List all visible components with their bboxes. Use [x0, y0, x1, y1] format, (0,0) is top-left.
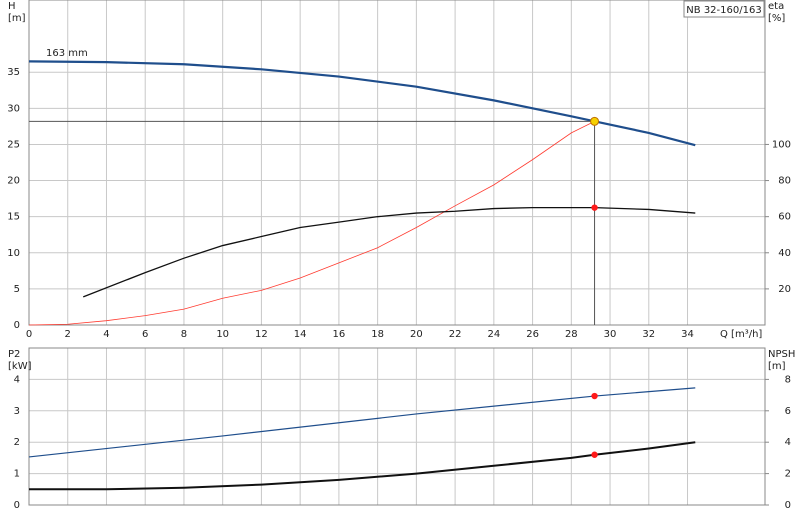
x-tick-label: 34 [681, 329, 694, 340]
x-tick-label: 30 [604, 329, 617, 340]
y-tick-label: 30 [7, 103, 20, 114]
title-box [683, 0, 765, 18]
duty-point [590, 116, 600, 126]
x-tick-label: 20 [410, 329, 423, 340]
y2-axis-unit: [%] [768, 13, 785, 24]
x-tick-label: 24 [487, 329, 500, 340]
y-axis-label: P2 [8, 349, 20, 360]
y2-tick-label: 20 [778, 284, 791, 295]
y-tick-label: 20 [7, 176, 20, 187]
y-tick-label: 0 [14, 500, 20, 511]
y-tick-label: 15 [7, 212, 20, 223]
y2-tick-label: 80 [778, 176, 791, 187]
x-tick-label: 0 [26, 329, 32, 340]
x-tick-label: 28 [565, 329, 578, 340]
y2-tick-label: 8 [785, 374, 791, 385]
y2-tick-label: 40 [778, 248, 791, 259]
x-tick-label: 16 [333, 329, 346, 340]
chart-title: NB 32-160/163 [686, 5, 761, 16]
y-tick-label: 35 [7, 67, 20, 78]
y-tick-label: 3 [14, 406, 20, 417]
x-tick-label: 18 [371, 329, 384, 340]
x-tick-label: 22 [449, 329, 462, 340]
y2-tick-label: 6 [785, 406, 791, 417]
x-axis-label: Q [m³/h] [720, 329, 762, 340]
x-tick-label: 10 [216, 329, 229, 340]
y-tick-label: 1 [14, 469, 20, 480]
y2-tick-label: 60 [778, 212, 791, 223]
plot-frame [28, 347, 766, 506]
x-tick-label: 6 [142, 329, 148, 340]
y-axis-unit: [kW] [8, 361, 32, 372]
x-tick-label: 14 [294, 329, 307, 340]
y-tick-label: 2 [14, 437, 20, 448]
x-tick-label: 2 [65, 329, 71, 340]
y-tick-label: 5 [14, 284, 20, 295]
plot-frame [28, 0, 766, 326]
y2-tick-label: 4 [785, 437, 791, 448]
y-axis-label: H [8, 1, 16, 12]
x-tick-label: 12 [255, 329, 268, 340]
y-axis-unit: [m] [8, 13, 26, 24]
x-tick-label: 26 [526, 329, 539, 340]
y2-axis-unit: [m] [768, 361, 786, 372]
curve [28, 120, 595, 326]
duty-point [591, 451, 598, 458]
y2-axis-label: eta [768, 1, 784, 12]
y2-tick-label: 100 [772, 139, 791, 150]
y-tick-label: 25 [7, 139, 20, 150]
y2-tick-label: 2 [785, 469, 791, 480]
curve [29, 441, 696, 491]
x-tick-label: 32 [642, 329, 655, 340]
y-tick-label: 0 [14, 320, 20, 331]
curve [28, 60, 696, 147]
y-tick-label: 10 [7, 248, 20, 259]
curve [82, 206, 696, 298]
annotation: 163 mm [46, 48, 88, 59]
x-tick-label: 4 [103, 329, 109, 340]
duty-point [591, 392, 598, 400]
curve [28, 387, 696, 458]
duty-point [591, 204, 598, 211]
y2-tick-label: 0 [785, 500, 791, 511]
x-tick-label: 8 [181, 329, 187, 340]
y-tick-label: 4 [14, 374, 20, 385]
y2-axis-label: NPSH [768, 349, 795, 360]
